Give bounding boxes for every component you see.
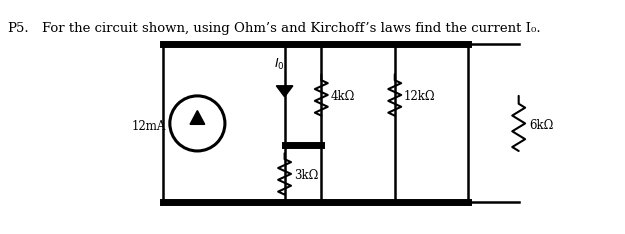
- Text: 12kΩ: 12kΩ: [404, 90, 436, 103]
- Text: 12mA: 12mA: [132, 120, 166, 133]
- Text: 6kΩ: 6kΩ: [529, 119, 553, 132]
- Polygon shape: [276, 86, 293, 97]
- Text: 3kΩ: 3kΩ: [294, 169, 318, 182]
- Text: 4kΩ: 4kΩ: [331, 90, 355, 103]
- Text: For the circuit shown, using Ohm’s and Kirchoff’s laws find the current I₀.: For the circuit shown, using Ohm’s and K…: [42, 22, 541, 35]
- Text: $I_0$: $I_0$: [274, 57, 284, 72]
- Text: P5.: P5.: [8, 22, 29, 35]
- Polygon shape: [190, 111, 205, 124]
